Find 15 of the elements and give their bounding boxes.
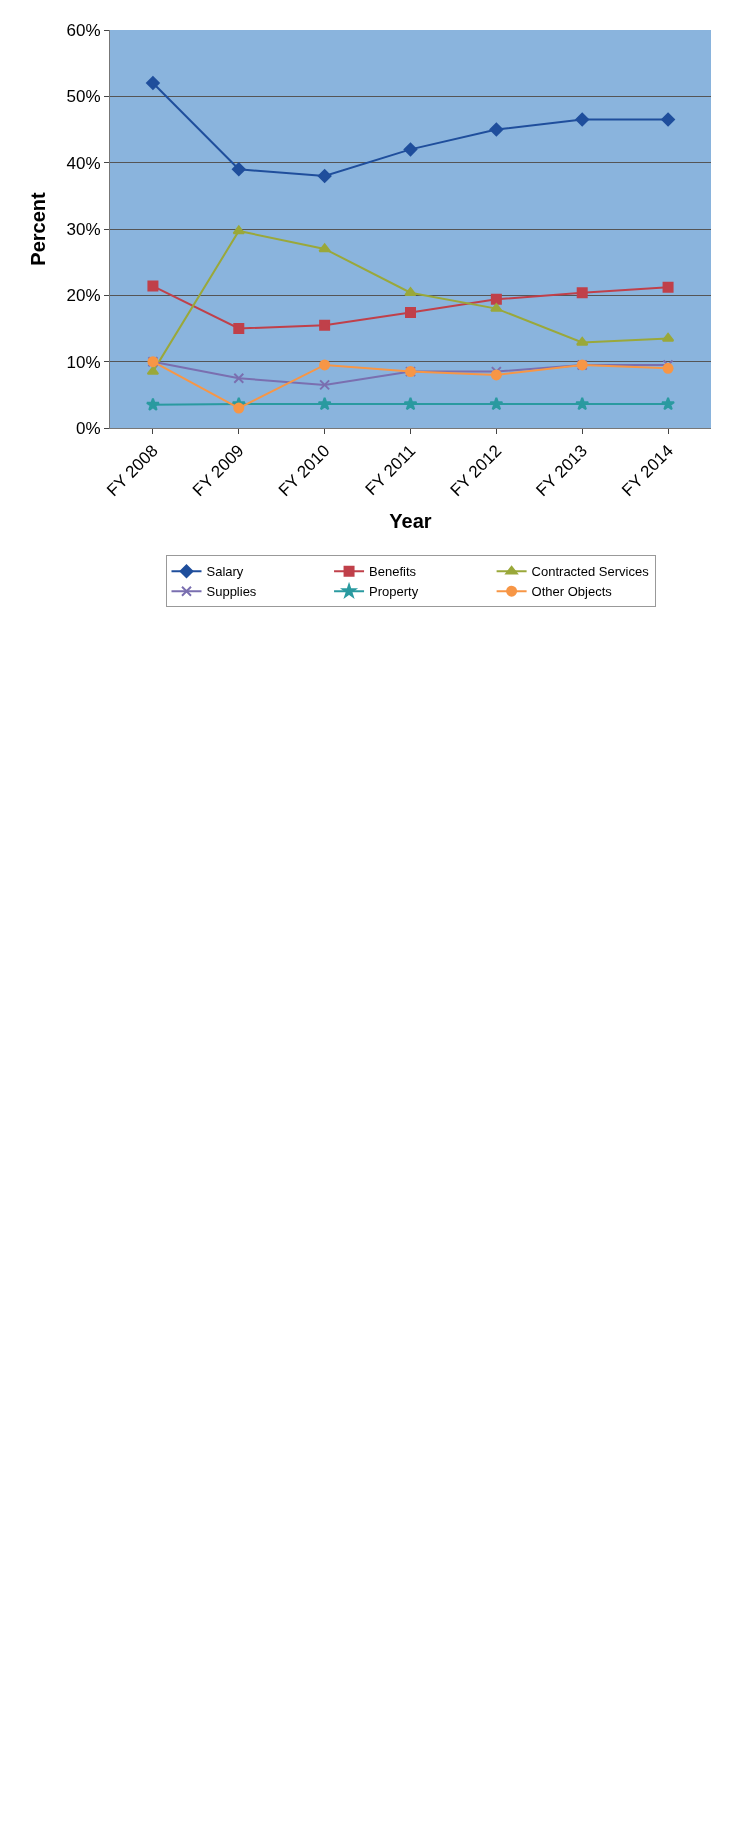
y-tick-label: 30% xyxy=(66,219,101,239)
legend-label: Other Objects xyxy=(531,584,613,600)
legend-label: Supplies xyxy=(206,584,257,600)
legend-label: Benefits xyxy=(369,564,417,580)
y-tick-label: 0% xyxy=(76,418,101,438)
y-tick-label: 20% xyxy=(66,286,101,306)
legend-label: Contracted Services xyxy=(531,564,650,580)
y-axis-title: Percent xyxy=(27,191,50,266)
legend-label: Salary xyxy=(206,564,244,580)
x-axis-title: Year xyxy=(389,510,432,533)
y-tick-label: 40% xyxy=(66,153,101,173)
y-tick-label: 60% xyxy=(66,20,101,40)
legend-label: Property xyxy=(369,584,419,600)
y-tick-label: 50% xyxy=(66,87,101,107)
y-tick-label: 10% xyxy=(66,352,101,372)
